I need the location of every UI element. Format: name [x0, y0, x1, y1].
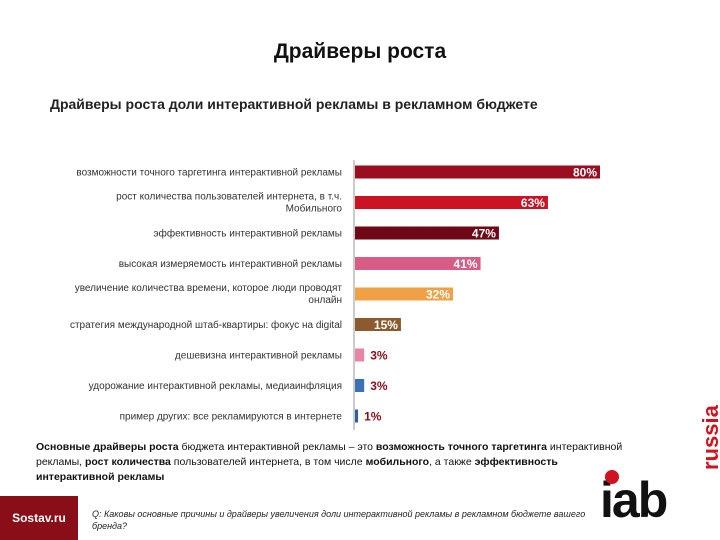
category-label-line: удорожание интерактивной рекламы, медиаи…	[89, 380, 342, 392]
summary-part: интерактивной рекламы,	[36, 441, 623, 468]
category-label: эффективность интерактивной рекламы	[154, 228, 342, 240]
bar	[355, 379, 365, 392]
bar	[355, 409, 359, 423]
category-label-line: стратегия международной штаб-квартиры: ф…	[70, 319, 342, 331]
bar	[355, 318, 401, 331]
category-label-line: высокая измеряемость интерактивной рекла…	[119, 259, 342, 270]
bar-value-label: 3%	[370, 379, 388, 393]
category-label: стратегия международной штаб-квартиры: ф…	[70, 319, 342, 331]
bar-value-label: 80%	[573, 166, 597, 180]
chart-title: Драйверы роста доли интерактивной реклам…	[50, 96, 538, 112]
russia-logo-text: russia	[698, 405, 720, 470]
bar	[355, 348, 365, 362]
bar	[355, 196, 548, 209]
summary-part: возможность точного таргетинга	[375, 441, 547, 453]
bar	[355, 165, 600, 179]
category-label-line: рост количества пользователей интернета,…	[116, 192, 342, 203]
category-label-line: эффективность интерактивной рекламы	[154, 228, 342, 240]
summary-part: , а также	[429, 456, 475, 468]
summary-part: Основные драйверы роста	[36, 441, 179, 453]
summary-part: рост количества	[84, 456, 171, 468]
category-label: дешевизна интерактивной рекламы	[175, 351, 342, 362]
summary-part: бюджета интерактивной рекламы – это	[178, 441, 376, 453]
summary-part: пользователей интернета, в том числе	[170, 456, 366, 468]
category-label-line: онлайн	[308, 295, 342, 306]
summary-part: мобильного	[365, 456, 430, 468]
bar-value-label: 63%	[521, 196, 545, 210]
category-label-line: увеличение количества времени, которое л…	[75, 283, 343, 294]
page-title: Драйверы роста	[273, 40, 447, 63]
category-label-line: пример других: все рекламируются в интер…	[120, 412, 343, 423]
category-label: увеличение количества времени, которое л…	[75, 283, 343, 306]
category-label-line: Мобильного	[286, 203, 343, 215]
bar-value-label: 3%	[370, 349, 388, 363]
bar	[355, 226, 499, 240]
category-label: высокая измеряемость интерактивной рекла…	[119, 259, 342, 270]
bar-value-label: 32%	[426, 288, 450, 302]
summary-text: Основные драйверы роста бюджета интеракт…	[36, 440, 636, 485]
survey-question-footnote: Q: Каковы основные причины и драйверы ув…	[92, 509, 586, 531]
category-label: пример других: все рекламируются в интер…	[120, 412, 343, 423]
bar	[355, 287, 453, 301]
iab-dot-icon	[605, 470, 619, 484]
category-label-line: дешевизна интерактивной рекламы	[175, 351, 342, 362]
summary-part: эффективность интерактивной рекламы	[36, 456, 558, 483]
bar-value-label: 47%	[472, 227, 496, 241]
bar-value-label: 15%	[374, 318, 398, 332]
category-label: удорожание интерактивной рекламы, медиаи…	[89, 380, 342, 392]
bar-value-label: 1%	[364, 410, 382, 424]
bar	[355, 257, 481, 270]
sostav-logo: Sostav.ru	[0, 496, 78, 540]
bar-value-label: 41%	[454, 257, 478, 271]
category-label: возможности точного таргетинга интеракти…	[76, 168, 342, 179]
category-label-line: возможности точного таргетинга интеракти…	[76, 168, 342, 179]
bar-chart: 80% возможности точного таргетинга интера…	[70, 160, 600, 430]
category-label: рост количества пользователей интернета,…	[116, 192, 342, 215]
